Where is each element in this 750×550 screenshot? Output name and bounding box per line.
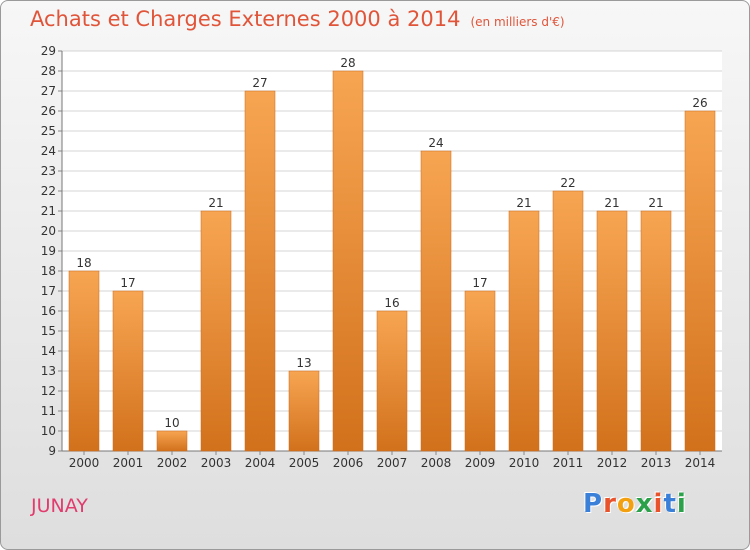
value-label-2005: 13 [296,356,311,370]
value-label-2006: 28 [340,56,355,70]
x-tick-label-2003: 2003 [201,456,232,470]
y-tick-label: 22 [41,184,56,198]
logo-letter: i [676,489,687,519]
bar-2004 [244,90,276,452]
bar-2009 [464,290,496,452]
value-label-2003: 21 [208,196,223,210]
value-label-2009: 17 [472,276,487,290]
x-tick-label-2008: 2008 [421,456,452,470]
y-tick-label: 27 [41,84,56,98]
value-label-2008: 24 [428,136,443,150]
chart-title: Achats et Charges Externes 2000 à 2014 (e… [30,7,565,31]
bar-2000 [68,270,100,452]
logo-letter: x [635,489,654,519]
x-tick-label-2001: 2001 [113,456,144,470]
chart-title-text: Achats et Charges Externes 2000 à 2014 [30,7,461,31]
y-tick-label: 9 [48,444,56,458]
value-label-2010: 21 [516,196,531,210]
x-tick-label-2012: 2012 [597,456,628,470]
y-tick-label: 20 [41,224,56,238]
bar-2001 [112,290,144,452]
value-label-2014: 26 [692,96,707,110]
x-tick-label-2007: 2007 [377,456,408,470]
y-tick-label: 21 [41,204,56,218]
y-tick-label: 10 [41,424,56,438]
logo-letter: i [653,489,664,519]
bar-2012 [596,210,628,452]
x-tick-label-2011: 2011 [553,456,584,470]
x-tick-label-2009: 2009 [465,456,496,470]
logo-letter: P [583,489,604,519]
y-tick-label: 26 [41,104,56,118]
chart-unit: (en milliers d'€) [470,15,565,29]
value-label-2013: 21 [648,196,663,210]
bar-2006 [332,70,364,452]
y-tick-label: 28 [41,64,56,78]
value-label-2002: 10 [164,416,179,430]
y-tick-label: 17 [41,284,56,298]
y-tick-label: 29 [41,44,56,58]
y-tick-label: 19 [41,244,56,258]
value-label-2001: 17 [120,276,135,290]
value-label-2007: 16 [384,296,399,310]
logo-letter: r [603,489,617,519]
x-tick-label-2013: 2013 [641,456,672,470]
bar-2013 [640,210,672,452]
value-label-2004: 27 [252,76,267,90]
x-tick-label-2006: 2006 [333,456,364,470]
bar-2008 [420,150,452,452]
bar-2005 [288,370,320,452]
logo-letter: o [616,489,636,519]
proxiti-logo: Proxiti [583,489,687,519]
y-tick-label: 25 [41,124,56,138]
bar-2010 [508,210,540,452]
x-tick-label-2005: 2005 [289,456,320,470]
x-tick-label-2002: 2002 [157,456,188,470]
y-tick-label: 15 [41,324,56,338]
value-label-2011: 22 [560,176,575,190]
value-label-2012: 21 [604,196,619,210]
y-tick-label: 11 [41,404,56,418]
y-tick-label: 12 [41,384,56,398]
town-name: JUNAY [31,495,88,517]
x-tick-label-2014: 2014 [685,456,716,470]
y-tick-label: 24 [41,144,56,158]
value-label-2000: 18 [76,256,91,270]
bar-2003 [200,210,232,452]
y-tick-label: 16 [41,304,56,318]
x-tick-label-2004: 2004 [245,456,276,470]
x-tick-label-2010: 2010 [509,456,540,470]
logo-letter: t [663,489,677,519]
y-tick-label: 18 [41,264,56,278]
bar-2014 [684,110,716,452]
bar-2011 [552,190,584,452]
y-tick-label: 23 [41,164,56,178]
y-tick-label: 13 [41,364,56,378]
bar-2002 [156,430,188,452]
x-tick-label-2000: 2000 [69,456,100,470]
y-tick-label: 14 [41,344,56,358]
bar-2007 [376,310,408,452]
